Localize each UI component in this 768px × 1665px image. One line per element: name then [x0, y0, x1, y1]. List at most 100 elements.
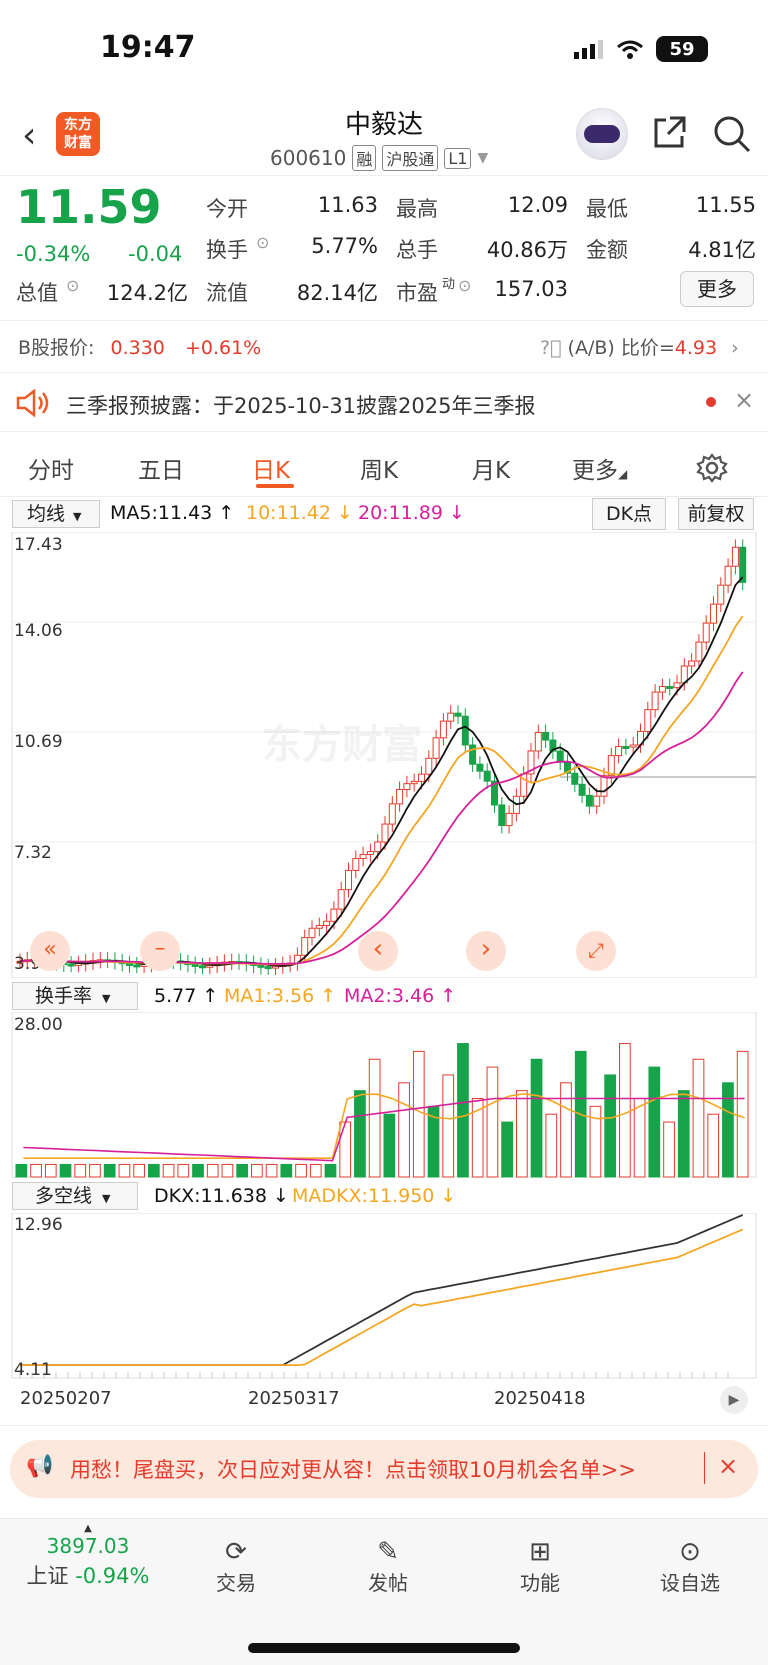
candle-body [359, 854, 367, 860]
turnover-current: 5.77 [154, 985, 197, 1007]
stock-code-row[interactable]: 600610 融 沪股通 L1 ▼ [270, 145, 488, 171]
candle-body [615, 746, 623, 757]
close-icon[interactable]: × [718, 1452, 739, 1480]
pe-sup: 动 [442, 277, 456, 292]
y-tick: 14.06 [14, 621, 63, 641]
candle-body [483, 770, 491, 782]
kline-chart[interactable] [0, 532, 768, 978]
candle-body [439, 720, 447, 739]
edit-icon: ✎ [377, 1537, 399, 1567]
dkx-legend: DKX:11.638 ↓ [154, 1185, 289, 1207]
tab-five-day[interactable]: 五日 [138, 457, 184, 484]
turnover-bar [589, 1105, 602, 1178]
settings-icon[interactable] [696, 452, 728, 484]
candle-body [67, 963, 75, 967]
turnover-bar [192, 1163, 204, 1178]
home-indicator [248, 1643, 520, 1653]
turnover-bar [206, 1163, 219, 1178]
more-quote-button[interactable]: 更多 [680, 271, 754, 307]
turnover-bar [118, 1163, 131, 1178]
turnover-ma1-line [23, 1092, 745, 1159]
change-percent: -0.34% [16, 242, 91, 266]
float-label: 流值 [206, 281, 248, 305]
dkx-top-tick: 12.96 [14, 1215, 63, 1235]
index-value: 3897.03 [46, 1534, 130, 1558]
chevron-right-icon[interactable]: › [466, 931, 506, 971]
candle-body [199, 965, 206, 969]
turnover-bar [663, 1121, 675, 1178]
pe-value: 157.03 [494, 277, 568, 301]
turnover-bar [354, 1090, 366, 1178]
candle-body [425, 757, 433, 775]
turnover-ma2: MA2:3.46 [344, 985, 435, 1007]
turnover-ma1: MA1:3.56 [224, 985, 315, 1007]
tab-intraday[interactable]: 分时 [28, 457, 74, 484]
b-share-row[interactable]: B股报价: 0.330 +0.61% [18, 333, 261, 360]
app-logo: 东方 财富 [56, 112, 100, 156]
indicator-selector-turnover[interactable]: 换手率 ▼ [12, 982, 138, 1010]
expand-icon[interactable]: ⤢ [576, 931, 616, 971]
dk-point-label: DK点 [605, 503, 653, 525]
tag-connect: 沪股通 [382, 145, 439, 171]
search-icon[interactable] [712, 114, 752, 154]
status-icons: 59 [574, 36, 708, 62]
candle-body [651, 691, 659, 711]
nav-trade[interactable]: ⟳ 交易 [196, 1537, 276, 1596]
candle-body [432, 737, 440, 759]
ab-ratio[interactable]: ?⃝ (A/B) 比价=4.93 › [540, 333, 739, 360]
ab-ratio-value: 4.93 [674, 337, 718, 359]
nav-trade-label: 交易 [216, 1571, 256, 1595]
indicator-selector-dkx[interactable]: 多空线 ▼ [12, 1182, 138, 1210]
tab-monthly-k[interactable]: 月K [472, 457, 511, 484]
play-icon[interactable]: ▶ [720, 1386, 748, 1414]
turnover-bar [677, 1090, 690, 1178]
candle-body [388, 803, 396, 825]
zoom-out-icon[interactable]: – [140, 931, 180, 971]
turnover-top-tick: 28.00 [14, 1015, 63, 1035]
info-icon[interactable]: ⊙ [66, 276, 80, 295]
chevron-left-icon[interactable]: ‹ [358, 931, 398, 971]
promo-banner[interactable]: 📢 用愁！尾盘买，次日应对更从容！点击领取10月机会名单>> × [10, 1440, 758, 1498]
candle-body [600, 775, 608, 797]
back-icon[interactable]: ‹ [22, 115, 37, 156]
index-ticker[interactable]: ▲ 3897.03 上证 -0.94% [18, 1519, 158, 1590]
candle-body [323, 920, 331, 926]
candle-body [454, 712, 462, 717]
turnover-bar [471, 1098, 484, 1178]
ma-selector[interactable]: 均线 ▼ [12, 500, 100, 528]
candle-body [702, 622, 710, 643]
caret-down-icon: ▼ [102, 992, 111, 1005]
turnover-bar [147, 1163, 160, 1178]
turnover-value: 5.77% [311, 234, 378, 258]
tab-more[interactable]: 更多◢ [572, 451, 627, 485]
candle-body [629, 744, 637, 748]
turnover-chart[interactable] [0, 1012, 768, 1182]
info-icon[interactable]: ⊙ [458, 276, 472, 295]
turnover-ma2-line [23, 1097, 745, 1162]
close-icon[interactable]: × [734, 386, 755, 414]
info-icon[interactable]: ⊙ [256, 233, 270, 252]
ma20-legend: 20:11.89 ↓ [358, 502, 465, 524]
turnover-bar [251, 1163, 263, 1178]
candle-body [461, 715, 469, 746]
turnover-bar [295, 1163, 307, 1178]
dk-point-button[interactable]: DK点 [592, 498, 666, 530]
share-icon[interactable] [650, 114, 688, 152]
nav-function[interactable]: ⊞ 功能 [500, 1537, 580, 1596]
tab-daily-k[interactable]: 日K [252, 457, 291, 484]
caret-down-icon: ▼ [477, 150, 489, 166]
dkx-chart[interactable] [0, 1213, 768, 1383]
turnover-bar [442, 1074, 455, 1178]
assistant-avatar[interactable] [576, 108, 628, 160]
notice-bar[interactable]: 三季报预披露：于2025-10-31披露2025年三季报 × [0, 372, 768, 432]
candle-body [403, 783, 411, 790]
nav-post[interactable]: ✎ 发帖 [348, 1537, 428, 1596]
tab-weekly-k[interactable]: 周K [360, 457, 399, 484]
candle-body [534, 731, 542, 752]
notice-text: 三季报预披露：于2025-10-31披露2025年三季报 [66, 394, 536, 418]
adjust-button[interactable]: 前复权 [678, 498, 754, 530]
nav-watchlist[interactable]: ⊙ 设自选 [648, 1537, 732, 1596]
rewind-icon[interactable]: « [30, 931, 70, 971]
turnover-bar [648, 1066, 661, 1178]
turnover-bar [530, 1058, 543, 1178]
